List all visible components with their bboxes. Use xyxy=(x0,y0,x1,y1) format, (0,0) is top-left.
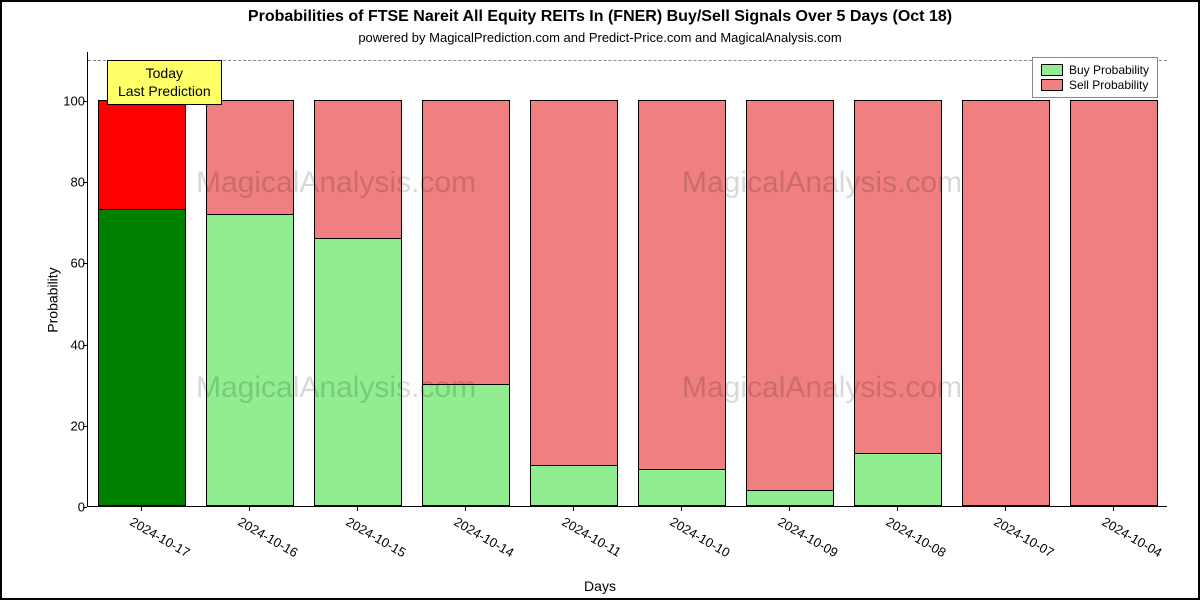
x-tick-label: 2024-10-14 xyxy=(452,514,517,560)
y-tick-mark xyxy=(83,345,87,346)
today-line2: Last Prediction xyxy=(118,83,211,101)
y-tick-mark xyxy=(83,426,87,427)
buy-bar xyxy=(98,209,187,506)
chart-title: Probabilities of FTSE Nareit All Equity … xyxy=(2,8,1198,26)
y-tick-mark xyxy=(83,182,87,183)
bar-group xyxy=(746,51,835,506)
chart-container: Probabilities of FTSE Nareit All Equity … xyxy=(0,0,1200,600)
x-tick-mark xyxy=(573,507,574,511)
y-tick-mark xyxy=(83,507,87,508)
bar-group xyxy=(1070,51,1159,506)
x-tick-mark xyxy=(249,507,250,511)
sell-bar xyxy=(638,100,727,506)
sell-bar xyxy=(746,100,835,506)
buy-bar xyxy=(206,214,295,507)
today-line1: Today xyxy=(118,65,211,83)
x-tick-label: 2024-10-17 xyxy=(128,514,193,560)
y-tick-mark xyxy=(83,101,87,102)
bar-group xyxy=(962,51,1051,506)
y-tick-mark xyxy=(83,263,87,264)
x-tick-label: 2024-10-11 xyxy=(560,514,624,560)
today-annotation: Today Last Prediction xyxy=(107,60,222,105)
x-tick-label: 2024-10-09 xyxy=(776,514,841,560)
bar-group xyxy=(314,51,403,506)
x-tick-label: 2024-10-08 xyxy=(884,514,949,560)
x-tick-mark xyxy=(1113,507,1114,511)
x-tick-label: 2024-10-15 xyxy=(344,514,409,560)
x-tick-mark xyxy=(357,507,358,511)
y-tick-label: 80 xyxy=(57,175,85,190)
sell-bar xyxy=(854,100,943,506)
buy-bar xyxy=(314,238,403,506)
y-tick-label: 60 xyxy=(57,256,85,271)
bar-group xyxy=(854,51,943,506)
bar-group xyxy=(638,51,727,506)
buy-bar xyxy=(638,469,727,506)
legend-item-sell: Sell Probability xyxy=(1041,78,1149,92)
x-tick-mark xyxy=(681,507,682,511)
x-tick-mark xyxy=(1005,507,1006,511)
plot-area: MagicalAnalysis.comMagicalAnalysis.comMa… xyxy=(87,52,1167,507)
legend-swatch-buy xyxy=(1041,64,1063,76)
x-tick-label: 2024-10-07 xyxy=(992,514,1057,560)
bar-group xyxy=(206,51,295,506)
bar-group xyxy=(530,51,619,506)
sell-bar xyxy=(530,100,619,506)
x-tick-mark xyxy=(465,507,466,511)
y-axis-label: Probability xyxy=(45,267,61,332)
sell-bar xyxy=(1070,100,1159,506)
legend-label-buy: Buy Probability xyxy=(1069,63,1149,77)
x-tick-label: 2024-10-10 xyxy=(668,514,733,560)
legend-swatch-sell xyxy=(1041,79,1063,91)
x-tick-mark xyxy=(141,507,142,511)
y-tick-label: 0 xyxy=(57,500,85,515)
bar-group xyxy=(98,51,187,506)
sell-bar xyxy=(962,100,1051,506)
x-tick-mark xyxy=(789,507,790,511)
y-tick-label: 100 xyxy=(57,93,85,108)
chart-subtitle: powered by MagicalPrediction.com and Pre… xyxy=(2,30,1198,45)
legend: Buy Probability Sell Probability xyxy=(1032,57,1158,98)
x-tick-mark xyxy=(897,507,898,511)
bar-group xyxy=(422,51,511,506)
x-tick-label: 2024-10-16 xyxy=(236,514,301,560)
y-tick-label: 40 xyxy=(57,337,85,352)
legend-label-sell: Sell Probability xyxy=(1069,78,1148,92)
buy-bar xyxy=(854,453,943,506)
x-tick-label: 2024-10-04 xyxy=(1100,514,1165,560)
y-tick-label: 20 xyxy=(57,418,85,433)
x-axis-label: Days xyxy=(2,578,1198,594)
buy-bar xyxy=(746,490,835,506)
legend-item-buy: Buy Probability xyxy=(1041,63,1149,77)
buy-bar xyxy=(530,465,619,506)
buy-bar xyxy=(422,384,511,506)
